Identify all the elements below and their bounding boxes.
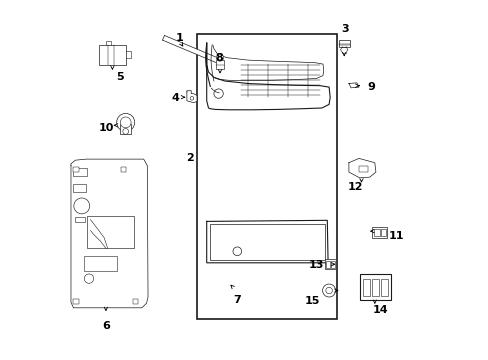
Bar [133, 299, 138, 304]
Bar [210, 224, 324, 260]
Bar [99, 45, 125, 65]
Bar [338, 40, 349, 47]
Bar [73, 168, 87, 176]
Bar [381, 229, 385, 236]
Polygon shape [348, 83, 358, 88]
Polygon shape [206, 220, 327, 263]
Text: 4: 4 [171, 93, 179, 103]
Text: 10: 10 [99, 123, 114, 133]
Polygon shape [162, 36, 220, 63]
Text: 13: 13 [308, 260, 323, 270]
Bar [197, 34, 337, 319]
Text: 7: 7 [232, 294, 240, 305]
Bar [75, 202, 85, 208]
Text: 12: 12 [347, 182, 363, 192]
Bar [359, 274, 390, 300]
Text: 14: 14 [372, 305, 387, 315]
Bar [84, 256, 117, 271]
Bar [120, 124, 131, 134]
Bar [373, 229, 379, 236]
Bar [216, 60, 223, 69]
Polygon shape [206, 43, 329, 110]
Circle shape [74, 198, 89, 214]
Bar [371, 279, 378, 296]
Bar [325, 261, 329, 268]
Circle shape [117, 113, 134, 131]
Circle shape [190, 96, 193, 100]
Bar [358, 166, 367, 172]
Bar [73, 167, 79, 172]
Bar [121, 167, 126, 172]
Text: 15: 15 [304, 296, 320, 306]
Text: 6: 6 [102, 321, 110, 331]
Bar [87, 216, 133, 248]
Bar [125, 51, 131, 58]
Bar [363, 279, 369, 296]
Bar [73, 299, 79, 304]
Bar [324, 259, 336, 269]
Circle shape [322, 284, 335, 297]
Circle shape [232, 247, 241, 256]
Text: 11: 11 [387, 231, 403, 241]
Bar [371, 227, 386, 238]
Text: 2: 2 [186, 153, 194, 163]
Text: 5: 5 [116, 72, 124, 82]
Text: 1: 1 [176, 33, 183, 43]
Circle shape [84, 274, 94, 283]
Text: 3: 3 [341, 24, 348, 34]
Bar [73, 184, 86, 192]
Circle shape [216, 54, 223, 61]
Bar [75, 217, 85, 222]
Circle shape [120, 117, 131, 128]
Circle shape [213, 89, 223, 98]
Bar [381, 279, 387, 296]
Circle shape [325, 287, 332, 294]
Polygon shape [348, 158, 375, 178]
Text: 8: 8 [215, 53, 223, 63]
Bar [330, 261, 334, 268]
Text: 9: 9 [366, 82, 374, 92]
Polygon shape [186, 91, 197, 103]
Circle shape [122, 129, 128, 134]
Polygon shape [71, 159, 148, 308]
